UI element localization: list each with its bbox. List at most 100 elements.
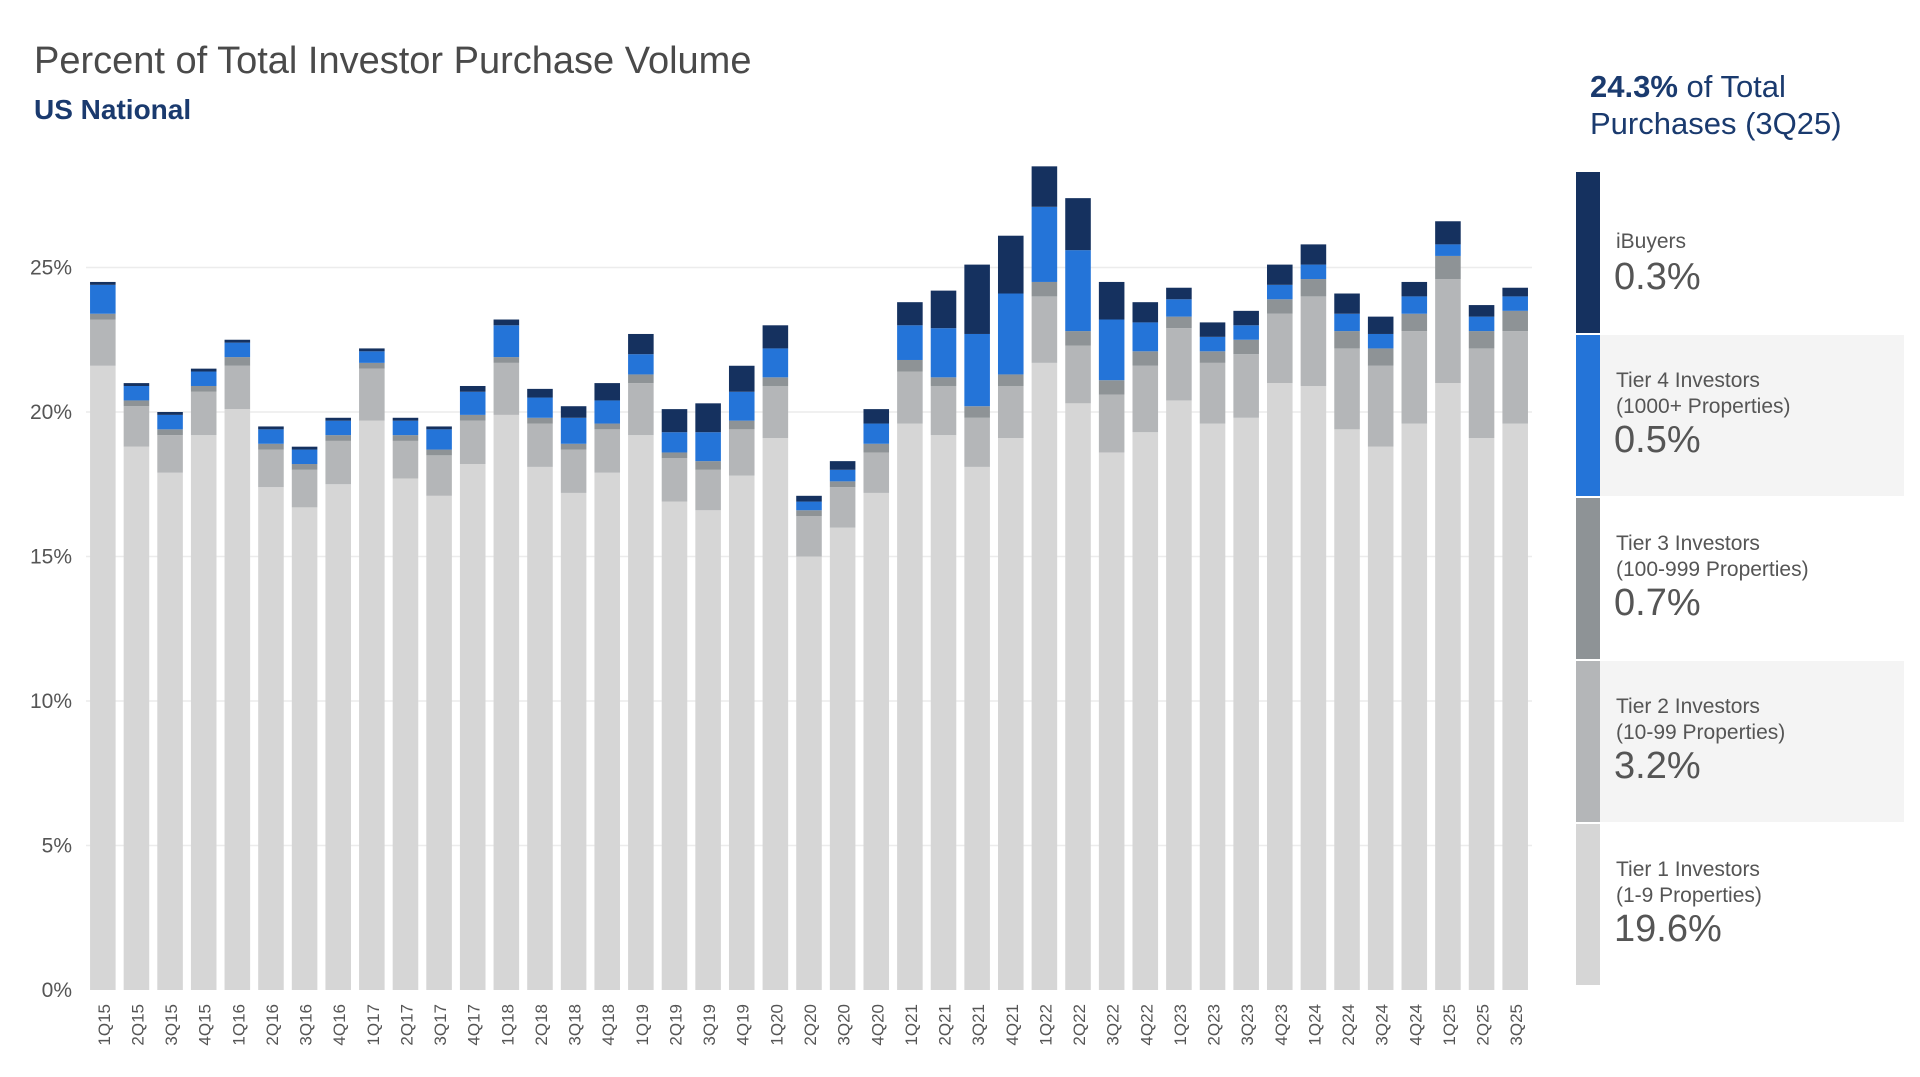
bar-segment-4Q18-s1 (594, 429, 621, 473)
bar-segment-1Q21-s3 (897, 325, 923, 360)
x-tick-label-2Q20: 2Q20 (801, 1004, 820, 1046)
legend-panel-1 (1600, 335, 1904, 496)
bar-segment-4Q24-s2 (1401, 313, 1428, 332)
bar-segment-2Q21-s4 (930, 290, 957, 329)
bar-segment-4Q17-s3 (459, 391, 486, 415)
bar-segment-1Q19-s1 (628, 383, 654, 436)
bar-segment-4Q22-s0 (1132, 432, 1159, 991)
bar-segment-2Q19-s0 (661, 501, 688, 990)
bar-segment-4Q17-s0 (459, 464, 486, 990)
bar-segment-3Q18-s2 (560, 443, 587, 450)
bar-segment-3Q25-s2 (1502, 310, 1528, 332)
bar-segment-1Q24-s0 (1300, 385, 1327, 990)
bar-segment-4Q16-s0 (325, 484, 351, 990)
bar-segment-3Q23-s4 (1233, 310, 1259, 326)
bar-segment-2Q25-s4 (1468, 305, 1495, 317)
bar-segment-1Q21-s1 (897, 371, 923, 424)
x-tick-label-2Q15: 2Q15 (128, 1004, 147, 1046)
bar-segment-1Q15-s2 (90, 313, 116, 320)
bar-segment-1Q21-s4 (897, 302, 923, 326)
bar-segment-1Q18-s0 (493, 414, 520, 990)
y-tick-label: 10% (30, 690, 72, 713)
bar-segment-3Q24-s4 (1367, 316, 1394, 334)
bar-segment-2Q19-s4 (661, 409, 688, 433)
bar-segment-4Q16-s4 (325, 417, 351, 421)
bar-segment-3Q21-s0 (964, 466, 990, 990)
bar-segment-3Q15-s1 (157, 435, 183, 473)
bar-segment-1Q16-s0 (224, 409, 251, 990)
bar-segment-3Q17-s1 (426, 455, 452, 496)
bar-segment-3Q18-s0 (560, 492, 587, 990)
x-tick-label-4Q18: 4Q18 (599, 1004, 618, 1046)
bar-segment-1Q18-s1 (493, 362, 520, 415)
bar-segment-4Q17-s2 (459, 414, 486, 421)
bar-segment-2Q16-s4 (258, 426, 284, 430)
bar-segment-1Q21-s0 (897, 423, 923, 990)
bar-segment-4Q15-s0 (190, 435, 217, 990)
bar-segment-3Q23-s0 (1233, 417, 1259, 990)
bar-segment-3Q19-s1 (695, 469, 721, 511)
x-tick-label-2Q23: 2Q23 (1205, 1004, 1224, 1046)
bar-segment-3Q17-s4 (426, 426, 452, 430)
x-tick-label-1Q19: 1Q19 (633, 1004, 652, 1046)
bar-segment-3Q21-s1 (964, 417, 990, 467)
x-tick-label-3Q18: 3Q18 (566, 1004, 585, 1046)
bar-segment-1Q25-s4 (1435, 221, 1461, 245)
bar-segment-3Q20-s0 (829, 527, 856, 990)
bar-segment-3Q22-s3 (1098, 319, 1125, 381)
x-tick-label-3Q19: 3Q19 (700, 1004, 719, 1046)
bar-segment-3Q23-s1 (1233, 354, 1259, 418)
bar-segment-2Q18-s1 (527, 423, 553, 467)
bar-segment-2Q20-s0 (796, 556, 822, 990)
x-tick-label-3Q23: 3Q23 (1238, 1004, 1257, 1046)
bar-segment-2Q17-s3 (392, 420, 419, 436)
bar-segment-3Q15-s2 (157, 429, 183, 436)
bar-segment-2Q15-s0 (123, 446, 150, 990)
bar-segment-2Q18-s0 (527, 466, 553, 990)
legend-label-3: Tier 2 Investors (10-99 Properties) (1616, 695, 1786, 744)
legend-value-1: 0.5% (1614, 419, 1701, 461)
bar-segment-4Q23-s0 (1267, 383, 1293, 991)
bar-segment-2Q21-s3 (930, 328, 957, 378)
bar-segment-2Q17-s2 (392, 435, 419, 441)
bar-segment-3Q23-s2 (1233, 339, 1259, 355)
bar-segment-2Q18-s2 (527, 417, 553, 424)
bar-segment-4Q19-s2 (728, 420, 755, 430)
bar-segment-3Q20-s3 (829, 469, 856, 482)
legend-value-2: 0.7% (1614, 582, 1701, 624)
x-tick-label-1Q23: 1Q23 (1171, 1004, 1190, 1046)
bar-segment-2Q19-s1 (661, 458, 688, 502)
x-tick-label-1Q25: 1Q25 (1440, 1004, 1459, 1046)
y-tick-label: 0% (42, 979, 72, 1002)
bar-segment-1Q20-s2 (762, 377, 789, 386)
bar-segment-1Q17-s0 (359, 420, 385, 990)
x-tick-label-3Q15: 3Q15 (162, 1004, 181, 1046)
legend-value-4: 19.6% (1614, 908, 1722, 950)
bar-segment-2Q17-s0 (392, 478, 419, 990)
bar-segment-3Q15-s4 (157, 412, 183, 415)
bar-segment-2Q25-s3 (1468, 316, 1495, 332)
bar-segment-3Q25-s4 (1502, 287, 1528, 297)
x-tick-label-2Q19: 2Q19 (666, 1004, 685, 1046)
x-tick-label-1Q24: 1Q24 (1305, 1004, 1324, 1046)
legend-label-4: Tier 1 Investors (1-9 Properties) (1616, 858, 1762, 907)
bar-segment-3Q17-s3 (426, 429, 452, 450)
bar-segment-4Q22-s3 (1132, 322, 1159, 352)
x-tick-label-2Q16: 2Q16 (263, 1004, 282, 1046)
x-tick-label-1Q18: 1Q18 (498, 1004, 517, 1046)
bar-segment-3Q22-s0 (1098, 452, 1125, 991)
bar-segment-4Q22-s4 (1132, 302, 1159, 323)
bar-segment-3Q24-s1 (1367, 365, 1394, 447)
bar-segment-4Q15-s2 (190, 385, 217, 392)
bar-segment-2Q25-s1 (1468, 348, 1495, 439)
stacked-bar-chart: 0% 5% 10% 15% 20% 25% 1Q15 2Q15 3Q15 4Q15 1Q16 2Q16… (30, 166, 1532, 1046)
bar-segment-2Q15-s1 (123, 406, 150, 447)
legend-label-2: Tier 3 Investors (100-999 Properties) (1616, 532, 1809, 581)
bar-segment-3Q19-s3 (695, 432, 721, 462)
chart-title: Percent of Total Investor Purchase Volum… (34, 40, 752, 82)
bar-segment-3Q21-s3 (964, 333, 990, 407)
bar-segment-1Q24-s3 (1300, 264, 1327, 280)
summary-line1: of Total (1686, 69, 1786, 104)
bar-segment-3Q19-s4 (695, 403, 721, 433)
bar-segment-4Q20-s2 (863, 443, 890, 453)
